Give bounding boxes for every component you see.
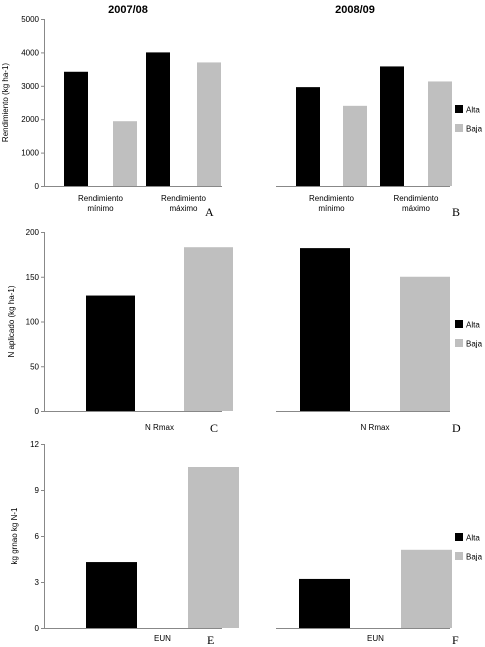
category-label: Rendimiento [394,194,439,203]
bar-c-baja-1 [184,247,233,411]
y-tick-label: 12 [30,440,39,449]
y-axis-label: N aplicado (kg ha-1) [7,285,16,357]
panel-label-b: B [452,205,460,219]
legend-swatch-alta [455,533,463,541]
category-label: Rendimiento [161,194,206,203]
bar-d-baja-1 [400,276,450,411]
y-tick-label: 6 [35,532,40,541]
y-tick-label: 0 [35,624,40,633]
y-tick-label: 200 [26,228,40,237]
bar-d-alta-1 [300,248,350,411]
y-tick-label: 50 [30,362,39,371]
category-label: EUN [367,634,384,643]
panel-label-a: A [205,205,214,219]
legend-swatch-baja [455,339,463,347]
legend-swatch-alta [455,320,463,328]
category-label: mínimo [87,204,114,213]
legend-swatch-baja [455,124,463,132]
legend-label-alta: Alta [466,321,480,330]
panel-label-c: C [210,421,218,435]
y-tick-label: 5000 [21,15,39,24]
category-label: Rendimiento [309,194,354,203]
y-tick-label: 3000 [21,82,39,91]
category-label: N Rmax [361,423,390,432]
bar-a-alta-2 [146,52,170,187]
y-tick-label: 0 [35,182,40,191]
legend-label-alta: Alta [466,534,480,543]
bar-e-alta-1 [86,562,137,628]
bar-a-baja-2 [197,62,221,186]
y-tick-label: 2000 [21,115,39,124]
category-label: N Rmax [145,423,174,432]
y-tick-label: 0 [35,407,40,416]
y-tick-label: 3 [35,578,40,587]
chart-e: 0 3 6 9 12 kg grnao kg N-1 EUN E [10,440,239,647]
category-label: máximo [402,204,431,213]
legend-swatch-baja [455,552,463,560]
legend-label-baja: Baja [466,553,483,562]
y-tick-label: 100 [26,318,40,327]
panel-label-e: E [207,633,214,647]
legend-label-baja: Baja [466,340,483,349]
bar-b-baja-2 [428,81,452,186]
y-axis-label: kg grnao kg N-1 [10,507,19,564]
category-label: mínimo [318,204,345,213]
y-tick-label: 9 [35,486,40,495]
legend-label-alta: Alta [466,106,480,115]
panel-label-f: F [452,633,459,647]
bar-b-baja-1 [343,105,367,186]
bar-a-baja-1 [113,121,137,186]
panel-label-d: D [452,421,461,435]
category-label: máximo [169,204,198,213]
bar-b-alta-1 [296,87,320,186]
legend-swatch-alta [455,105,463,113]
category-label: EUN [154,634,171,643]
chart-c: 0 50 100 150 200 N aplicado (kg ha-1) N Rmax C [7,228,233,435]
y-tick-label: 4000 [21,48,39,57]
bar-c-alta-1 [86,295,135,411]
legend-label-baja: Baja [466,125,483,134]
bar-f-baja-1 [401,549,452,628]
y-axis-label: Rendimiento (kg ha-1) [1,63,10,142]
chart-f: EUN F Alta Baja [276,533,483,647]
bar-f-alta-1 [299,578,350,628]
chart-d: N Rmax D Alta Baja [276,248,483,435]
y-tick-label: 1000 [21,149,39,158]
column-title-2007: 2007/08 [108,4,148,16]
bar-b-alta-2 [380,66,404,186]
y-tick-label: 150 [26,273,40,282]
category-label: Rendimiento [78,194,123,203]
column-title-2008: 2008/09 [335,4,375,16]
bar-e-baja-1 [188,467,239,628]
chart-a: 0 1000 2000 3000 4000 5000 Rendimiento (kg ha-… [1,15,222,219]
bar-a-alta-1 [64,71,88,186]
